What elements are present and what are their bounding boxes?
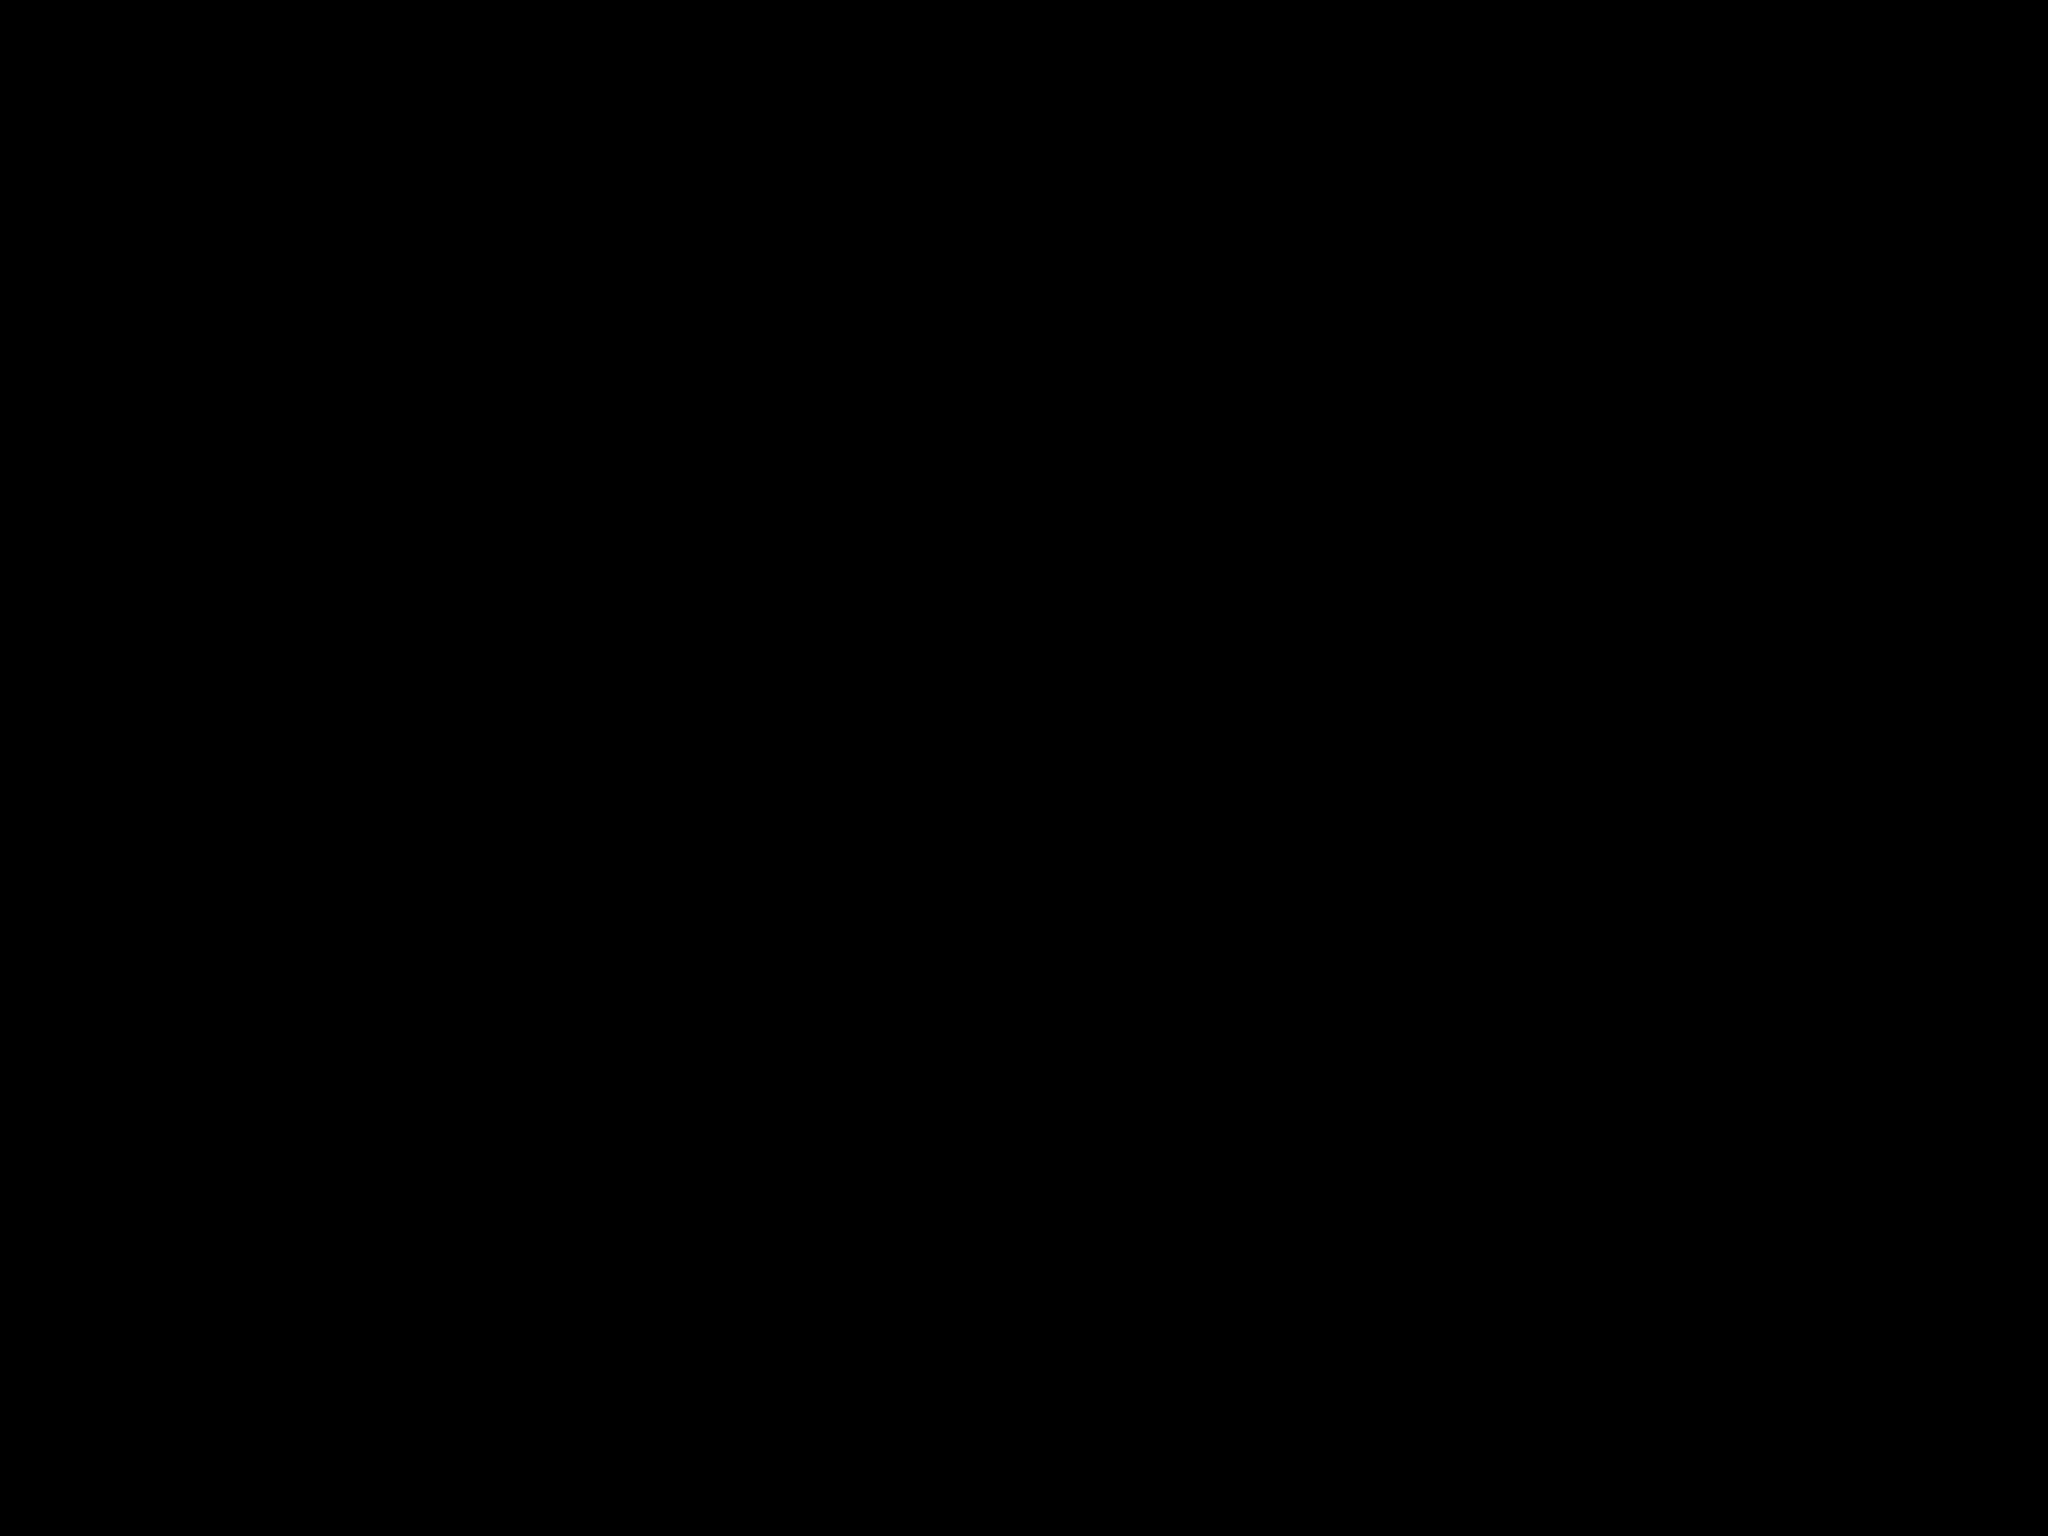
orbit-diagram — [0, 0, 2048, 1536]
